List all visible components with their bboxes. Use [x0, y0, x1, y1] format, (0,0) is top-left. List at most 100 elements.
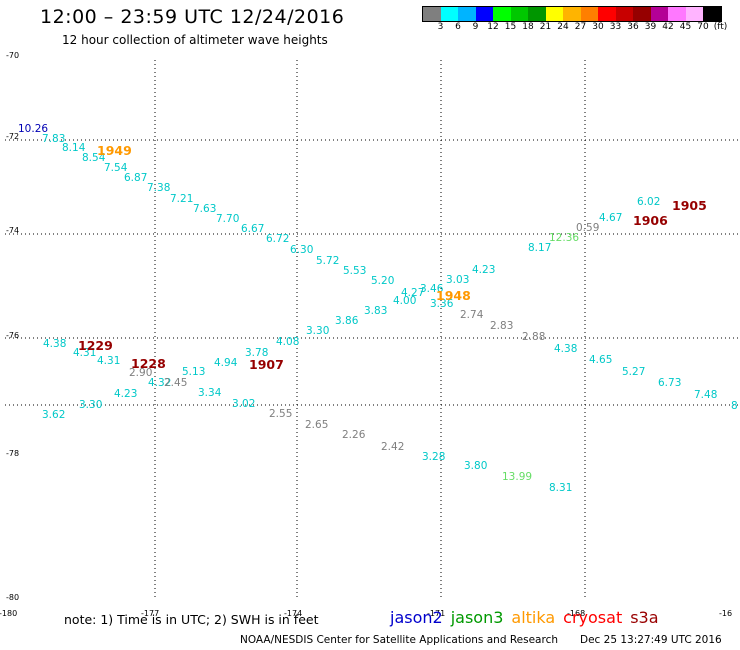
colorbar-swatch	[545, 7, 563, 21]
wave-height-value: 6.72	[266, 233, 289, 245]
latitude-label: -72	[6, 132, 19, 141]
wave-height-value: 3.02	[232, 398, 255, 410]
pass-time-label: 1948	[436, 288, 471, 303]
colorbar-swatch	[580, 7, 598, 21]
wave-height-value: 3.83	[364, 305, 387, 317]
colorbar-label: 3	[437, 22, 444, 32]
wave-height-value: 3.80	[464, 460, 487, 472]
wave-height-value: 7.21	[170, 193, 193, 205]
colorbar-label: 6	[455, 22, 461, 32]
latitude-label: -70	[6, 51, 19, 60]
grid-lines	[5, 60, 740, 600]
wave-height-value: 10.26	[18, 123, 48, 135]
colorbar-swatch	[563, 7, 581, 21]
latitude-label: -78	[6, 449, 19, 458]
colorbar-label: 30	[592, 22, 604, 32]
pass-time-label: 1905	[672, 198, 707, 213]
pass-time-label: 1906	[633, 213, 668, 228]
colorbar-label: 45	[679, 22, 692, 32]
axis-labels: -70 -72 -74 -76 -78 -80 -180 -177 -174 -171 -168 -1…	[0, 51, 732, 618]
colorbar-swatch	[598, 7, 616, 21]
colorbar-label: 9	[472, 22, 479, 32]
wave-height-value: 7.63	[193, 203, 216, 215]
wave-height-value: 4.38	[554, 343, 577, 355]
colorbar-label: 15	[504, 22, 517, 32]
wave-height-value: 7.48	[694, 389, 717, 401]
wave-height-value: 3.36	[430, 298, 454, 310]
wave-height-value: 4.31	[73, 347, 96, 359]
wave-height-value: 4.67	[599, 212, 622, 224]
colorbar-labels: 3 6 9 12 15 18 21 24 27 30 33 36 39 42 45 70 (ft)	[422, 22, 740, 34]
wave-height-value: 7.70	[216, 213, 239, 225]
colorbar-label: 24	[557, 22, 569, 32]
wave-height-value: 8.17	[528, 242, 551, 254]
colorbar-swatch	[423, 7, 441, 21]
footer-timestamp: Dec 25 13:27:49 UTC 2016	[580, 634, 722, 646]
wave-height-value: 8	[731, 400, 738, 412]
wave-height-value: 3.78	[245, 347, 268, 359]
footer-credit: NOAA/NESDIS Center for Satellite Applica…	[240, 634, 558, 646]
colorbar-label: 18	[522, 22, 534, 32]
wave-height-value: 4.08	[276, 336, 299, 348]
wave-height-value: 4.32	[148, 377, 171, 389]
colorbar-label: 36	[627, 22, 639, 32]
map-subtitle: 12 hour collection of altimeter wave hei…	[62, 33, 328, 47]
legend-cryosat: cryosat	[563, 608, 623, 627]
longitude-label: -177	[141, 609, 159, 618]
pass-time-label: 1229	[78, 338, 113, 353]
measurement-layer: 10.267.838.148.547.546.877.387.217.637.7…	[18, 123, 738, 494]
colorbar-label: 42	[662, 22, 674, 32]
wave-height-value: 2.55	[269, 408, 292, 420]
wave-height-value: 7.83	[42, 133, 65, 145]
colorbar-swatch	[650, 7, 668, 21]
wave-height-value: 4.94	[214, 357, 238, 369]
wave-height-value: 2.42	[381, 441, 404, 453]
wave-height-value: 5.72	[316, 255, 339, 267]
wave-height-value: 3.46	[420, 283, 444, 295]
wave-height-value: 4.27	[401, 287, 424, 299]
colorbar-label: 21	[539, 22, 552, 32]
longitude-label: -180	[0, 609, 17, 618]
pass-time-label: 1228	[131, 356, 166, 371]
wave-height-value: 12.36	[549, 232, 579, 244]
colorbar-swatch	[685, 7, 703, 21]
legend-jason3: jason3	[450, 608, 504, 627]
wave-height-value: 5.27	[622, 366, 645, 378]
longitude-label: -16	[719, 609, 732, 618]
longitude-label: -171	[427, 609, 445, 618]
wave-height-value: 6.67	[241, 223, 264, 235]
wave-height-value: 2.83	[490, 320, 513, 332]
wave-height-value: 4.65	[589, 354, 612, 366]
wave-height-value: 3.62	[42, 409, 65, 421]
wave-height-value: 8.54	[82, 152, 106, 164]
wave-height-value: 6.02	[637, 196, 660, 208]
latitude-label: -74	[6, 226, 19, 235]
colorbar-swatch	[615, 7, 633, 21]
wave-height-value: 5.53	[343, 265, 366, 277]
colorbar-swatch	[510, 7, 528, 21]
colorbar-label: 27	[574, 22, 587, 32]
longitude-label: -174	[284, 609, 302, 618]
colorbar-label: 70	[697, 22, 709, 32]
colorbar-swatch	[475, 7, 493, 21]
colorbar-label: (ft)	[713, 22, 728, 32]
satellite-legend: jason2 jason3 altika cryosat s3a	[390, 608, 667, 627]
legend-jason2: jason2	[390, 608, 443, 627]
wave-height-value: 2.90	[129, 367, 152, 379]
wave-height-value: 5.13	[182, 366, 205, 378]
wave-height-value: 4.00	[393, 295, 416, 307]
pass-time-label: 1907	[249, 357, 284, 372]
wave-height-value: 2.26	[342, 429, 366, 441]
wave-height-value: 3.30	[306, 325, 329, 337]
colorbar-swatch	[668, 7, 686, 21]
wave-height-value: 4.38	[43, 338, 66, 350]
legend-altika: altika	[511, 608, 556, 627]
wave-height-value: 5.20	[371, 275, 394, 287]
wave-height-value: 3.28	[422, 451, 445, 463]
wave-height-value: 8.31	[549, 482, 572, 494]
units-note: note: 1) Time is in UTC; 2) SWH is in fe…	[64, 612, 319, 627]
wave-height-value: 3.86	[335, 315, 359, 327]
wave-height-colorbar	[422, 6, 722, 22]
latitude-label: -80	[6, 593, 19, 602]
